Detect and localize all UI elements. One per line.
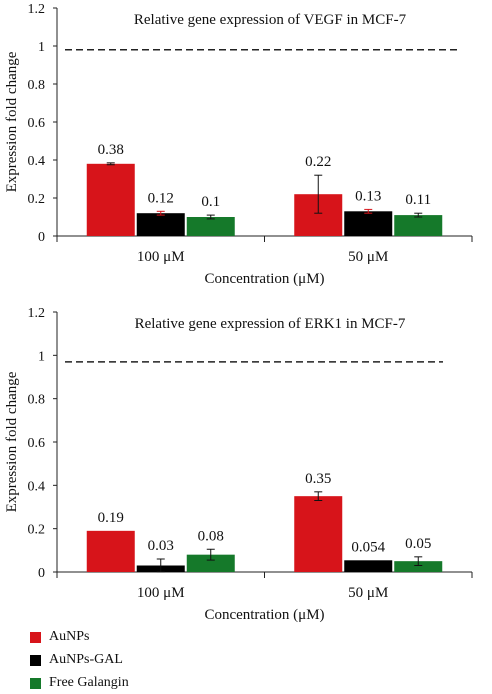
legend-item-free-galangin: Free Galangin — [30, 673, 330, 693]
data-label-aunps-gal: 0.054 — [351, 539, 385, 555]
data-label-free-galangin: 0.05 — [405, 536, 431, 552]
x-tick-label: 100 μM — [137, 249, 185, 265]
x-tick-label: 50 μM — [348, 249, 388, 265]
bar-aunps-gal-50-m — [344, 560, 393, 572]
y-tick-label: 0.2 — [28, 523, 46, 538]
x-axis-label: Concentration (μM) — [204, 607, 324, 623]
chart-title: Relative gene expression of VEGF in MCF-… — [134, 12, 407, 28]
y-tick-label: 0.4 — [28, 154, 46, 169]
y-tick-label: 1.2 — [28, 2, 46, 17]
data-label-aunps-gal: 0.03 — [148, 538, 174, 554]
legend-swatch-aunps — [30, 631, 41, 643]
bar-aunps-50-m — [294, 496, 343, 572]
bar-free-galangin-100-m — [186, 554, 235, 572]
chart-panel-2: 0 0.2 0.4 0.6 0.8 1 1.2 100 μM 0.19 0.03 0.08 50 μM… — [4, 306, 473, 623]
legend-swatch-free-galangin — [30, 677, 41, 689]
y-tick-label: 1.2 — [28, 306, 46, 321]
y-tick-label: 0.8 — [28, 78, 46, 93]
y-tick-label: 1 — [38, 349, 45, 364]
data-label-aunps-gal: 0.13 — [355, 188, 381, 204]
y-tick-label: 1 — [38, 40, 45, 55]
legend-label-aunps-gal: AuNPs-GAL — [49, 652, 123, 667]
y-tick-label: 0.4 — [28, 479, 46, 494]
data-label-free-galangin: 0.1 — [201, 194, 220, 210]
bar-aunps-gal-50-m — [344, 211, 393, 236]
y-axis-label: Expression fold change — [4, 371, 20, 512]
y-tick-label: 0 — [38, 566, 45, 581]
x-tick-label: 100 μM — [137, 585, 185, 601]
legend-label-free-galangin: Free Galangin — [49, 675, 129, 690]
legend: AuNPs AuNPs-GAL Free Galangin — [30, 627, 330, 693]
data-label-free-galangin: 0.11 — [405, 192, 431, 208]
x-tick-label: 50 μM — [348, 585, 388, 601]
y-tick-label: 0.8 — [28, 393, 46, 408]
data-label-aunps-gal: 0.12 — [148, 190, 174, 206]
legend-item-aunps-gal: AuNPs-GAL — [30, 650, 330, 670]
data-label-aunps: 0.19 — [98, 510, 124, 526]
chart-panel-1: 0 0.2 0.4 0.6 0.8 1 1.2 100 μM 0.38 0.12 0.1 50 μM 0… — [4, 2, 473, 287]
bar-free-galangin-50-m — [394, 561, 443, 572]
y-tick-label: 0.2 — [28, 192, 46, 207]
y-axis-label: Expression fold change — [4, 51, 20, 192]
bar-free-galangin-100-m — [186, 217, 235, 236]
chart-title: Relative gene expression of ERK1 in MCF-… — [135, 316, 406, 332]
y-tick-label: 0.6 — [28, 436, 46, 451]
bar-aunps-100-m — [86, 163, 135, 236]
y-tick-label: 0 — [38, 230, 45, 245]
data-label-aunps: 0.35 — [305, 471, 331, 487]
legend-item-aunps: AuNPs — [30, 627, 330, 647]
data-label-free-galangin: 0.08 — [198, 528, 224, 544]
legend-swatch-aunps-gal — [30, 654, 41, 666]
bar-aunps-100-m — [86, 530, 135, 572]
data-label-aunps: 0.38 — [98, 142, 124, 158]
bar-free-galangin-50-m — [394, 215, 443, 236]
legend-label-aunps: AuNPs — [49, 629, 90, 644]
x-axis-label: Concentration (μM) — [204, 271, 324, 287]
y-tick-label: 0.6 — [28, 116, 46, 131]
data-label-aunps: 0.22 — [305, 154, 331, 170]
bar-aunps-gal-100-m — [136, 213, 185, 236]
